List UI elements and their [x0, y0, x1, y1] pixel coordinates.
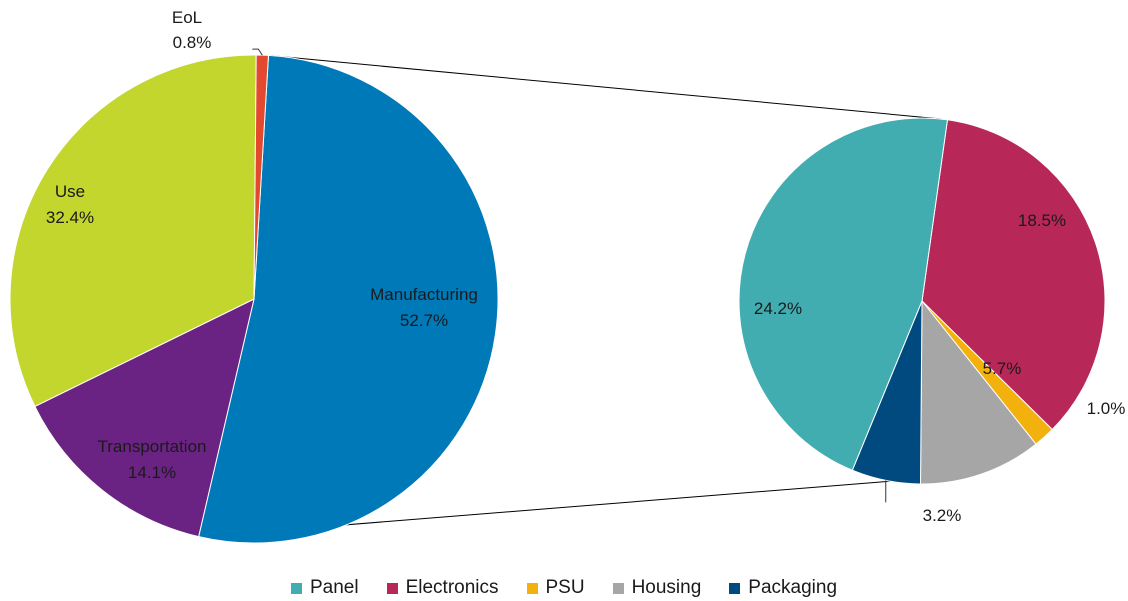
legend-item-panel: Panel — [290, 577, 359, 599]
main-pie — [9, 54, 499, 544]
label-use-name: Use — [55, 182, 85, 201]
legend-label-housing: Housing — [631, 577, 702, 598]
data-labels: Manufacturing 52.7% Transportation 14.1% Use… — [46, 8, 1125, 525]
legend-label-electronics: Electronics — [405, 577, 499, 598]
legend-item-packaging: Packaging — [729, 577, 837, 599]
connector-top — [268, 54, 942, 120]
slice-panel — [738, 117, 949, 471]
label-use-value: 32.4% — [46, 208, 94, 227]
legend-swatch-housing — [612, 582, 624, 594]
label-panel-value: 24.2% — [754, 299, 802, 318]
eol-leader-line — [252, 48, 263, 56]
label-manufacturing-name: Manufacturing — [370, 285, 478, 304]
legend: Panel Electronics PSU Housing Packaging — [0, 576, 1128, 600]
slice-housing — [919, 299, 1037, 485]
legend-swatch-panel — [290, 582, 302, 594]
label-psu-value: 1.0% — [1087, 399, 1126, 418]
legend-label-psu: PSU — [545, 577, 585, 598]
label-transportation-name: Transportation — [98, 437, 207, 456]
legend-swatch-packaging — [729, 582, 741, 594]
legend-label-panel: Panel — [309, 577, 359, 598]
breakdown-pie — [738, 117, 1106, 485]
label-transportation-value: 14.1% — [128, 463, 176, 482]
label-packaging-value: 3.2% — [923, 506, 962, 525]
label-electronics-value: 18.5% — [1018, 211, 1066, 230]
legend-item-psu: PSU — [526, 577, 585, 599]
slice-use — [9, 54, 257, 408]
legend-swatch-psu — [526, 582, 538, 594]
label-manufacturing-value: 52.7% — [400, 311, 448, 330]
legend-label-packaging: Packaging — [748, 577, 838, 598]
slice-manufacturing — [198, 54, 499, 544]
label-housing-value: 5.7% — [983, 359, 1022, 378]
legend-swatch-electronics — [386, 582, 398, 594]
legend-item-housing: Housing — [612, 577, 702, 599]
slice-transportation — [34, 298, 255, 538]
legend-item-electronics: Electronics — [386, 577, 499, 599]
slice-electronics — [921, 119, 1106, 431]
label-eol-value: 0.8% — [173, 33, 212, 52]
label-eol-name: EoL — [172, 8, 202, 27]
